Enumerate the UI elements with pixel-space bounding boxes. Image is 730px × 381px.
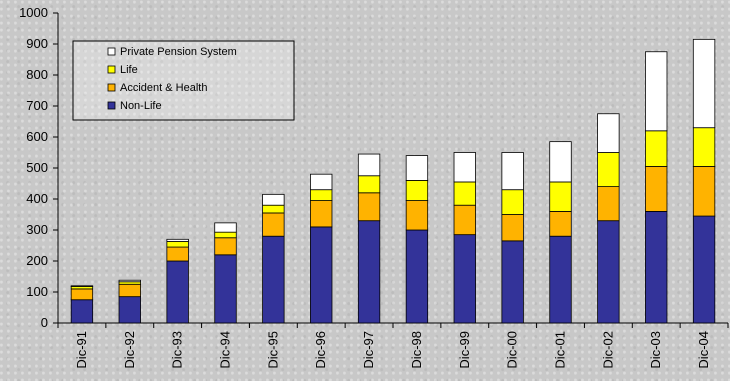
bar-segment [310, 173, 333, 191]
bar-segment [262, 204, 285, 214]
y-axis: 0 100 200 300 400 500 600 700 800 900 1000 [19, 5, 59, 330]
x-category-label: Dic-01 [553, 331, 568, 369]
bar-segment [166, 241, 189, 248]
legend-swatch [107, 47, 116, 56]
bar-segment [214, 222, 237, 233]
y-tick-label: 400 [26, 191, 48, 206]
bar-segment [70, 299, 94, 324]
x-category-label: Dic-93 [170, 331, 185, 369]
bar-segment [692, 127, 716, 167]
bar-segment [310, 189, 333, 201]
x-category-label: Dic-96 [313, 331, 328, 369]
legend-label: Non-Life [120, 100, 162, 112]
bar-segment [597, 220, 620, 324]
x-category-label: Dic-04 [696, 331, 711, 369]
bar-segment [692, 38, 716, 129]
bar-segment [645, 166, 668, 212]
x-category-label: Dic-91 [74, 331, 89, 369]
legend-swatch [107, 83, 116, 92]
bar-segment [501, 240, 524, 324]
bar-segment [453, 181, 476, 206]
bar-segment [645, 210, 668, 324]
x-category-label: Dic-03 [648, 331, 663, 369]
bar-segment [214, 231, 237, 239]
x-category-label: Dic-94 [218, 331, 233, 369]
bar-segment [262, 212, 285, 237]
bar-segment [310, 200, 333, 228]
legend-label: Accident & Health [120, 82, 207, 94]
x-category-label: Dic-92 [122, 331, 137, 369]
bar-segment [549, 181, 572, 212]
y-tick-label: 300 [26, 222, 48, 237]
y-tick-label: 200 [26, 253, 48, 268]
bar-segment [214, 237, 237, 256]
bar-segment [166, 238, 189, 242]
bar-segment [118, 283, 141, 298]
legend: Private Pension System Life Accident & Hea… [72, 40, 295, 121]
bar-segment [645, 130, 668, 167]
bar-segment [453, 152, 476, 183]
x-category-label: Dic-99 [457, 331, 472, 369]
bar-segment [692, 166, 716, 217]
bar-segment [262, 235, 285, 324]
bar-segment [501, 214, 524, 242]
y-tick-label: 0 [41, 315, 48, 330]
x-category-label: Dic-00 [505, 331, 520, 369]
y-tick-label: 500 [26, 160, 48, 175]
legend-label: Private Pension System [120, 46, 237, 58]
bar-segment [549, 210, 572, 237]
bar-segment [453, 204, 476, 236]
bar-segment [405, 155, 429, 181]
x-category-label: Dic-02 [600, 331, 615, 369]
y-tick-label: 700 [26, 98, 48, 113]
bar-segment [405, 229, 429, 324]
bar-segment [166, 246, 189, 262]
bar-segment [501, 152, 524, 191]
bar-segment [405, 179, 429, 201]
x-category-label: Dic-98 [409, 331, 424, 369]
bar-segment [118, 296, 141, 324]
y-tick-label: 800 [26, 67, 48, 82]
bar-segment [357, 192, 381, 222]
legend-label: Life [120, 64, 138, 76]
y-tick-label: 100 [26, 284, 48, 299]
bar-segment [453, 234, 476, 324]
legend-swatch [107, 65, 116, 74]
bar-segment [549, 141, 572, 183]
bar-segment [597, 186, 620, 222]
bar-segment [501, 189, 524, 215]
bar-segment [597, 152, 620, 187]
bar-segment [357, 153, 381, 177]
bar-segment [118, 279, 141, 283]
legend-swatch [107, 101, 116, 110]
bar-segment [310, 226, 333, 324]
bar-segment [70, 285, 94, 287]
bar-segment [597, 113, 620, 153]
x-category-label: Dic-97 [361, 331, 376, 369]
bar-segment [645, 51, 668, 132]
bar-segment [262, 193, 285, 206]
bar-segment [166, 260, 189, 324]
x-category-label: Dic-95 [265, 331, 280, 369]
bar-segment [405, 200, 429, 231]
bar-segment [549, 235, 572, 324]
y-tick-label: 1000 [19, 5, 48, 20]
bar-segment [214, 254, 237, 324]
y-tick-label: 600 [26, 129, 48, 144]
bar-segment [692, 215, 716, 324]
bar-segment [357, 220, 381, 324]
x-axis: Dic-91 Dic-92 Dic-93 Dic-94 Dic-95 Dic-96 Dic-… [57, 322, 729, 369]
bars [70, 38, 716, 324]
bar-segment [70, 288, 94, 301]
y-tick-label: 900 [26, 36, 48, 51]
bar-segment [357, 175, 381, 194]
